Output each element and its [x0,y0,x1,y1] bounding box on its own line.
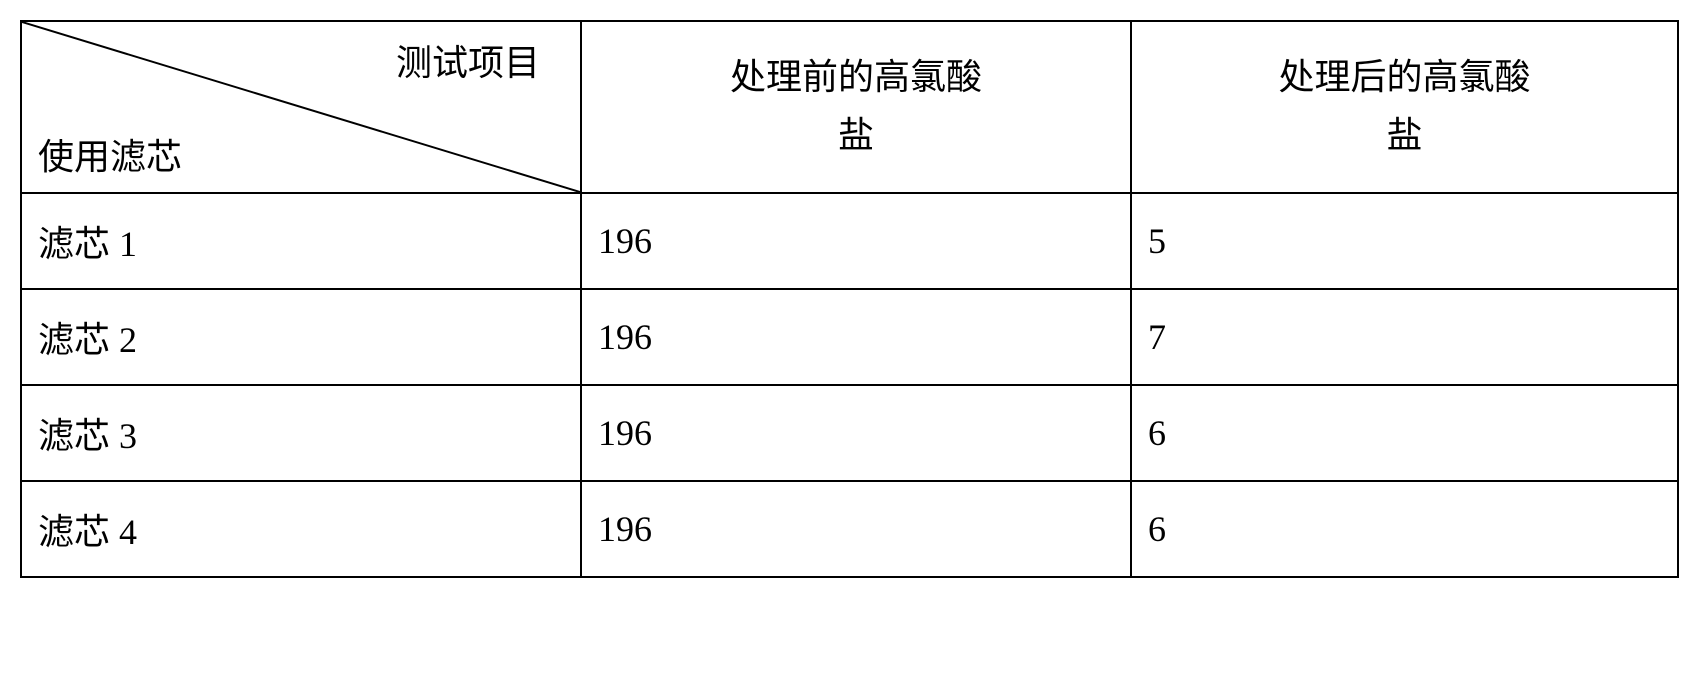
row-label: 滤芯 4 [21,481,581,577]
value-before: 196 [581,193,1131,289]
value-after: 6 [1131,481,1678,577]
row-label: 滤芯 2 [21,289,581,385]
header-top-label: 测试项目 [396,34,540,86]
table-header-row: 测试项目 使用滤芯 处理前的高氯酸 盐 处理后的高氯酸 盐 [21,21,1678,193]
row-label: 滤芯 1 [21,193,581,289]
value-after: 7 [1131,289,1678,385]
header-bottom-label: 使用滤芯 [38,128,182,180]
value-after: 6 [1131,385,1678,481]
col-after-header: 处理后的高氯酸 盐 [1131,21,1678,193]
diagonal-header-cell: 测试项目 使用滤芯 [21,21,581,193]
table-row: 滤芯 1 196 5 [21,193,1678,289]
value-before: 196 [581,481,1131,577]
value-before: 196 [581,289,1131,385]
row-label: 滤芯 3 [21,385,581,481]
value-after: 5 [1131,193,1678,289]
col3-line1: 处理后的高氯酸 [1278,57,1530,97]
table-row: 滤芯 4 196 6 [21,481,1678,577]
col3-line2: 盐 [1386,115,1422,155]
comparison-table: 测试项目 使用滤芯 处理前的高氯酸 盐 处理后的高氯酸 盐 滤芯 1 196 5… [20,20,1679,578]
value-before: 196 [581,385,1131,481]
col2-line2: 盐 [838,115,874,155]
col-before-header: 处理前的高氯酸 盐 [581,21,1131,193]
table-row: 滤芯 3 196 6 [21,385,1678,481]
col2-line1: 处理前的高氯酸 [730,57,982,97]
table-row: 滤芯 2 196 7 [21,289,1678,385]
